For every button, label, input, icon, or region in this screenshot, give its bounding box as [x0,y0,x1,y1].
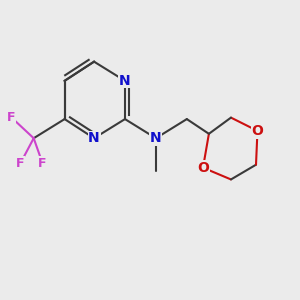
Text: F: F [38,157,47,170]
Text: F: F [8,111,16,124]
Text: N: N [150,131,162,145]
Text: N: N [88,131,100,145]
Text: N: N [119,74,131,88]
Text: F: F [16,157,25,170]
Text: O: O [197,161,209,175]
Text: O: O [251,124,263,138]
